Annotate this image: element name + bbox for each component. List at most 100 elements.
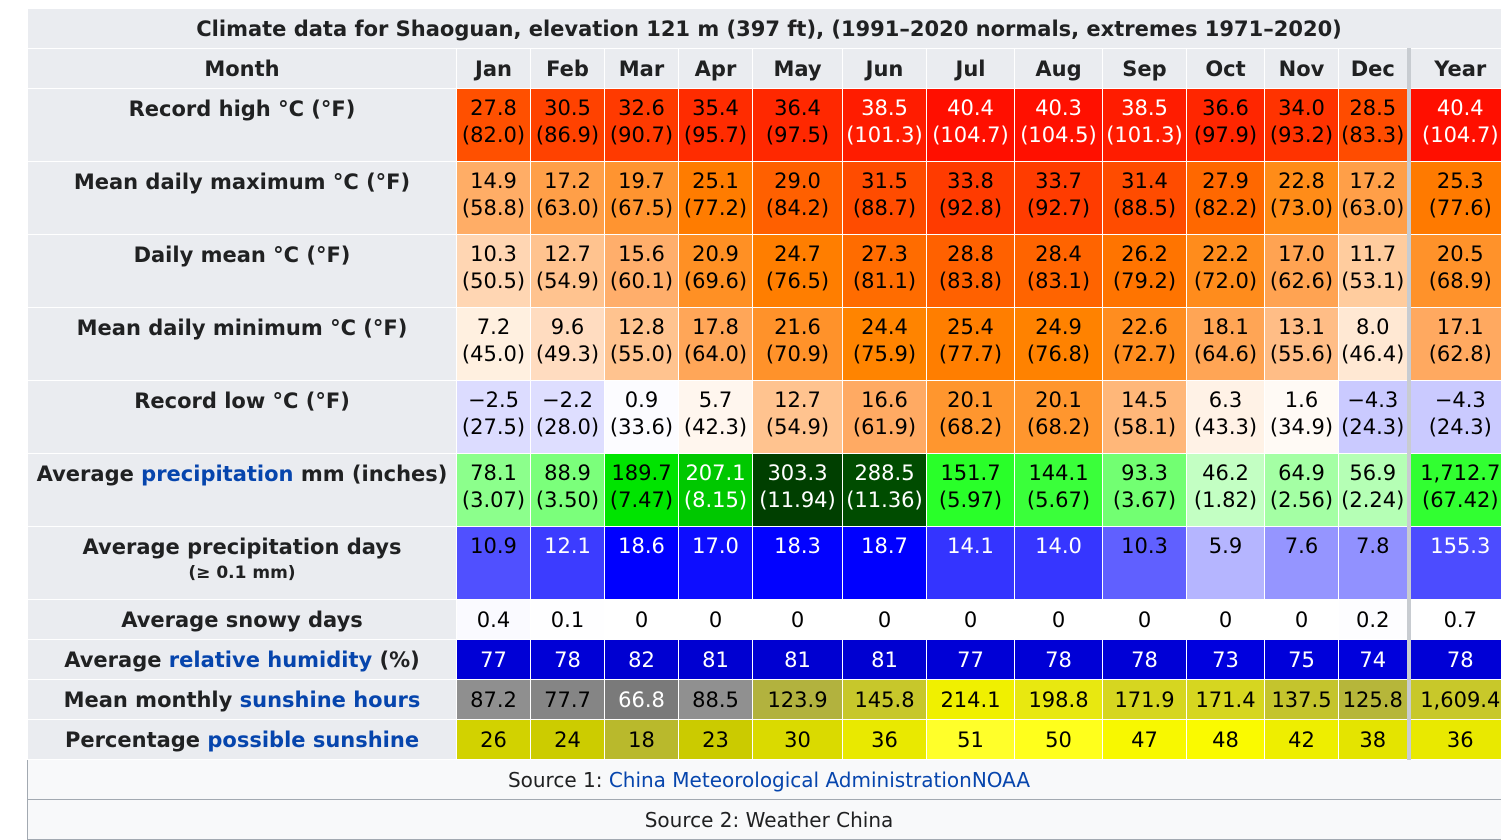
cell-daily-mean-feb: 12.7(54.9) — [531, 235, 605, 308]
cell-precip-apr: 207.1(8.15) — [679, 454, 753, 527]
cell-daily-mean-mar: 15.6(60.1) — [605, 235, 679, 308]
value-fahrenheit-or-inches: (84.2) — [753, 195, 842, 222]
year-header: Year — [1409, 49, 1501, 89]
cell-daily-mean-nov: 17.0(62.6) — [1265, 235, 1339, 308]
source-1-link[interactable]: China Meteorological AdministrationNOAA — [609, 768, 1030, 792]
value-fahrenheit-or-inches: (49.3) — [531, 341, 604, 368]
value-fahrenheit-or-inches: (54.9) — [753, 414, 842, 441]
value-fahrenheit-or-inches: (62.6) — [1265, 268, 1338, 295]
row-label-link-possible-sunshine[interactable]: possible sunshine — [207, 728, 419, 752]
cell-humidity-apr: 81 — [679, 640, 753, 680]
value-celsius: 25.4 — [927, 314, 1014, 341]
value-celsius: 7.2 — [457, 314, 530, 341]
value-celsius: 1,712.7 — [1411, 460, 1501, 487]
cell-humidity-jan: 77 — [457, 640, 531, 680]
value-fahrenheit-or-inches: (62.8) — [1411, 341, 1501, 368]
value-celsius: 36.6 — [1187, 95, 1264, 122]
row-label-sunshine-hours: Mean monthly sunshine hours — [28, 680, 457, 720]
value-fahrenheit-or-inches: (53.1) — [1339, 268, 1407, 295]
value-celsius: −2.2 — [531, 387, 604, 414]
cell-mean-min-jun: 24.4(75.9) — [843, 308, 927, 381]
value-celsius: 33.8 — [927, 168, 1014, 195]
cell-record-high-nov: 34.0(93.2) — [1265, 89, 1339, 162]
cell-sunshine-hours-nov: 137.5 — [1265, 680, 1339, 720]
cell-precip-nov: 64.9(2.56) — [1265, 454, 1339, 527]
cell-sunshine-hours-dec: 125.8 — [1339, 680, 1409, 720]
value-fahrenheit-or-inches: (67.42) — [1411, 487, 1501, 514]
cell-mean-min-year: 17.1(62.8) — [1409, 308, 1501, 381]
cell-humidity-may: 81 — [753, 640, 843, 680]
value-fahrenheit-or-inches: (54.9) — [531, 268, 604, 295]
value-celsius: 15.6 — [605, 241, 678, 268]
month-header-aug: Aug — [1015, 49, 1103, 89]
row-mean-min: Mean daily minimum °C (°F)7.2(45.0)9.6(4… — [28, 308, 1501, 381]
cell-mean-max-jun: 31.5(88.7) — [843, 162, 927, 235]
value-celsius: 288.5 — [843, 460, 926, 487]
value-celsius: 30.5 — [531, 95, 604, 122]
cell-daily-mean-apr: 20.9(69.6) — [679, 235, 753, 308]
month-header-jan: Jan — [457, 49, 531, 89]
value-celsius: 18.1 — [1187, 314, 1264, 341]
value-celsius: 303.3 — [753, 460, 842, 487]
cell-humidity-mar: 82 — [605, 640, 679, 680]
cell-snowy-days-oct: 0 — [1187, 600, 1265, 640]
cell-mean-min-mar: 12.8(55.0) — [605, 308, 679, 381]
cell-precip-dec: 56.9(2.24) — [1339, 454, 1409, 527]
row-label-link-precip[interactable]: precipitation — [141, 462, 293, 486]
value-fahrenheit-or-inches: (104.5) — [1015, 122, 1102, 149]
cell-record-high-may: 36.4(97.5) — [753, 89, 843, 162]
cell-possible-sunshine-jan: 26 — [457, 720, 531, 760]
value-celsius: 207.1 — [679, 460, 752, 487]
cell-record-low-sep: 14.5(58.1) — [1103, 381, 1187, 454]
month-header-apr: Apr — [679, 49, 753, 89]
cell-sunshine-hours-sep: 171.9 — [1103, 680, 1187, 720]
value-fahrenheit-or-inches: (77.6) — [1411, 195, 1501, 222]
cell-humidity-feb: 78 — [531, 640, 605, 680]
value-celsius: 22.8 — [1265, 168, 1338, 195]
month-header-oct: Oct — [1187, 49, 1265, 89]
value-celsius: 88.9 — [531, 460, 604, 487]
source-1: Source 1: China Meteorological Administr… — [28, 760, 1501, 800]
cell-mean-min-apr: 17.8(64.0) — [679, 308, 753, 381]
month-header-nov: Nov — [1265, 49, 1339, 89]
value-fahrenheit-or-inches: (55.6) — [1265, 341, 1338, 368]
value-celsius: 17.2 — [1339, 168, 1407, 195]
value-fahrenheit-or-inches: (77.2) — [679, 195, 752, 222]
cell-sunshine-hours-may: 123.9 — [753, 680, 843, 720]
row-label-link-humidity[interactable]: relative humidity — [169, 648, 372, 672]
cell-sunshine-hours-feb: 77.7 — [531, 680, 605, 720]
value-celsius: 11.7 — [1339, 241, 1407, 268]
value-fahrenheit-or-inches: (24.3) — [1339, 414, 1407, 441]
value-celsius: 64.9 — [1265, 460, 1338, 487]
cell-precip-oct: 46.2(1.82) — [1187, 454, 1265, 527]
value-fahrenheit-or-inches: (72.0) — [1187, 268, 1264, 295]
cell-daily-mean-year: 20.5(68.9) — [1409, 235, 1501, 308]
value-fahrenheit-or-inches: (68.2) — [927, 414, 1014, 441]
row-label-text: Record high °C (°F) — [129, 97, 356, 121]
source-row-1: Source 1: China Meteorological Administr… — [28, 760, 1501, 800]
cell-humidity-jun: 81 — [843, 640, 927, 680]
value-fahrenheit-or-inches: (28.0) — [531, 414, 604, 441]
cell-precip-year: 1,712.7(67.42) — [1409, 454, 1501, 527]
cell-humidity-dec: 74 — [1339, 640, 1409, 680]
cell-mean-max-aug: 33.7(92.7) — [1015, 162, 1103, 235]
value-celsius: 26.2 — [1103, 241, 1186, 268]
row-precip: Average precipitation mm (inches)78.1(3.… — [28, 454, 1501, 527]
cell-record-low-year: −4.3(24.3) — [1409, 381, 1501, 454]
value-fahrenheit-or-inches: (5.67) — [1015, 487, 1102, 514]
cell-precip-days-jul: 14.1 — [927, 527, 1015, 600]
cell-humidity-aug: 78 — [1015, 640, 1103, 680]
value-fahrenheit-or-inches: (75.9) — [843, 341, 926, 368]
cell-mean-max-jan: 14.9(58.8) — [457, 162, 531, 235]
cell-sunshine-hours-apr: 88.5 — [679, 680, 753, 720]
value-celsius: 13.1 — [1265, 314, 1338, 341]
cell-possible-sunshine-jul: 51 — [927, 720, 1015, 760]
cell-precip-days-apr: 17.0 — [679, 527, 753, 600]
cell-mean-min-aug: 24.9(76.8) — [1015, 308, 1103, 381]
row-label-link-sunshine-hours[interactable]: sunshine hours — [240, 688, 421, 712]
cell-precip-jun: 288.5(11.36) — [843, 454, 927, 527]
cell-precip-mar: 189.7(7.47) — [605, 454, 679, 527]
cell-record-high-jun: 38.5(101.3) — [843, 89, 927, 162]
value-fahrenheit-or-inches: (3.07) — [457, 487, 530, 514]
